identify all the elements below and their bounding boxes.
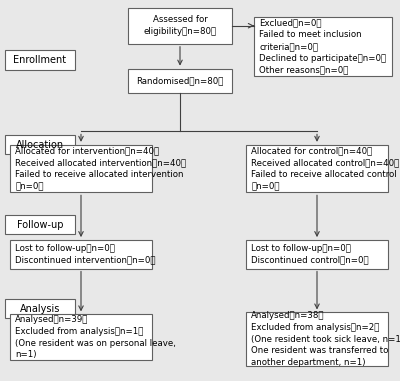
FancyBboxPatch shape xyxy=(246,145,388,192)
Text: Follow-up: Follow-up xyxy=(16,220,63,230)
FancyBboxPatch shape xyxy=(246,240,388,269)
Text: Allocated for intervention（n=40）
Received allocated intervention（n=40）
Failed to: Allocated for intervention（n=40） Receive… xyxy=(15,146,186,191)
FancyBboxPatch shape xyxy=(5,215,75,234)
FancyBboxPatch shape xyxy=(5,135,75,154)
Text: Randomised（n=80）: Randomised（n=80） xyxy=(136,77,224,85)
Text: Enrollment: Enrollment xyxy=(13,55,66,65)
Text: Lost to follow-up（n=0）
Discontinued intervention（n=0）: Lost to follow-up（n=0） Discontinued inte… xyxy=(15,244,156,265)
FancyBboxPatch shape xyxy=(5,50,75,70)
FancyBboxPatch shape xyxy=(246,312,388,366)
Text: Allocated for control（n=40）
Received allocated control（n=40）
Failed to receive a: Allocated for control（n=40） Received all… xyxy=(251,146,400,191)
FancyBboxPatch shape xyxy=(128,69,232,93)
Text: Assessed for
eligibility（n=80）: Assessed for eligibility（n=80） xyxy=(144,15,216,36)
FancyBboxPatch shape xyxy=(10,145,152,192)
Text: Analysed（n=38）
Excluded from analysis（n=2）
(One resident took sick leave, n=1;
O: Analysed（n=38） Excluded from analysis（n=… xyxy=(251,311,400,367)
FancyBboxPatch shape xyxy=(128,8,232,44)
FancyBboxPatch shape xyxy=(5,299,75,318)
FancyBboxPatch shape xyxy=(10,314,152,360)
Text: Lost to follow-up（n=0）
Discontinued control（n=0）: Lost to follow-up（n=0） Discontinued cont… xyxy=(251,244,369,265)
Text: Analysed（n=39）
Excluded from analysis（n=1）
(One resident was on personal leave,
: Analysed（n=39） Excluded from analysis（n=… xyxy=(15,315,176,359)
Text: Analysis: Analysis xyxy=(20,304,60,314)
Text: Exclued（n=0）
Failed to meet inclusion
criteria（n=0）
Declined to participate（n=0）: Exclued（n=0） Failed to meet inclusion cr… xyxy=(259,19,386,75)
Text: Allocation: Allocation xyxy=(16,140,64,150)
FancyBboxPatch shape xyxy=(10,240,152,269)
FancyBboxPatch shape xyxy=(254,17,392,76)
